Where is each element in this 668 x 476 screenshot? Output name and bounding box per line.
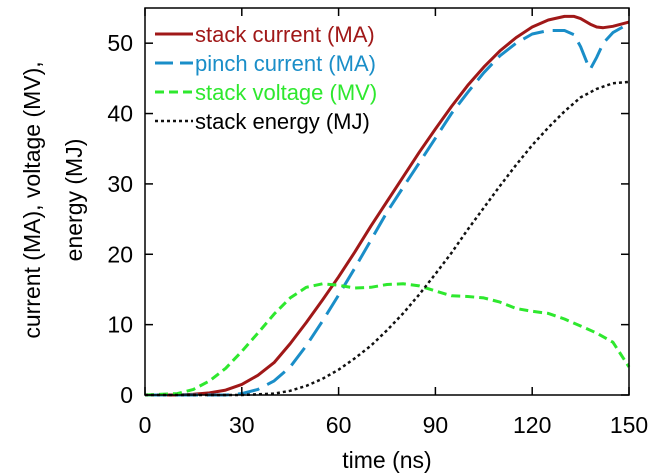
plot-frame	[144, 7, 630, 396]
x-tick-label: 60	[326, 412, 352, 438]
x-axis-label: time (ns)	[342, 447, 431, 473]
y-axis-label-line-1: current (MA), voltage (MV),	[19, 61, 45, 338]
y-tick-label: 30	[107, 171, 133, 197]
series-line-2	[144, 282, 631, 397]
axis-ticks: 0 30 60 90 120 150 0 10 20 30 40 50	[107, 8, 648, 438]
y-tick-label: 50	[107, 30, 133, 56]
series-line-1	[145, 22, 630, 397]
legend-label-1: pinch current (MA)	[195, 51, 376, 76]
x-tick-label: 0	[139, 412, 152, 438]
x-tick-label: 90	[423, 412, 449, 438]
plot-area	[144, 14, 631, 397]
y-tick-label: 10	[107, 312, 133, 338]
x-tick-label: 150	[610, 412, 648, 438]
y-tick-label: 0	[120, 382, 133, 408]
x-tick-label: 30	[229, 412, 255, 438]
series-line-3	[145, 80, 630, 397]
y-tick-label: 40	[107, 101, 133, 127]
legend-label-0: stack current (MA)	[195, 22, 375, 47]
y-axis-label-line-2: energy (MJ)	[61, 139, 87, 262]
legend-label-3: stack energy (MJ)	[195, 109, 370, 134]
legend: stack current (MA) pinch current (MA) stac…	[155, 22, 377, 134]
legend-label-2: stack voltage (MV)	[195, 80, 377, 105]
series-line-0	[145, 14, 630, 397]
y-tick-label: 20	[107, 241, 133, 267]
x-tick-label: 120	[513, 412, 551, 438]
